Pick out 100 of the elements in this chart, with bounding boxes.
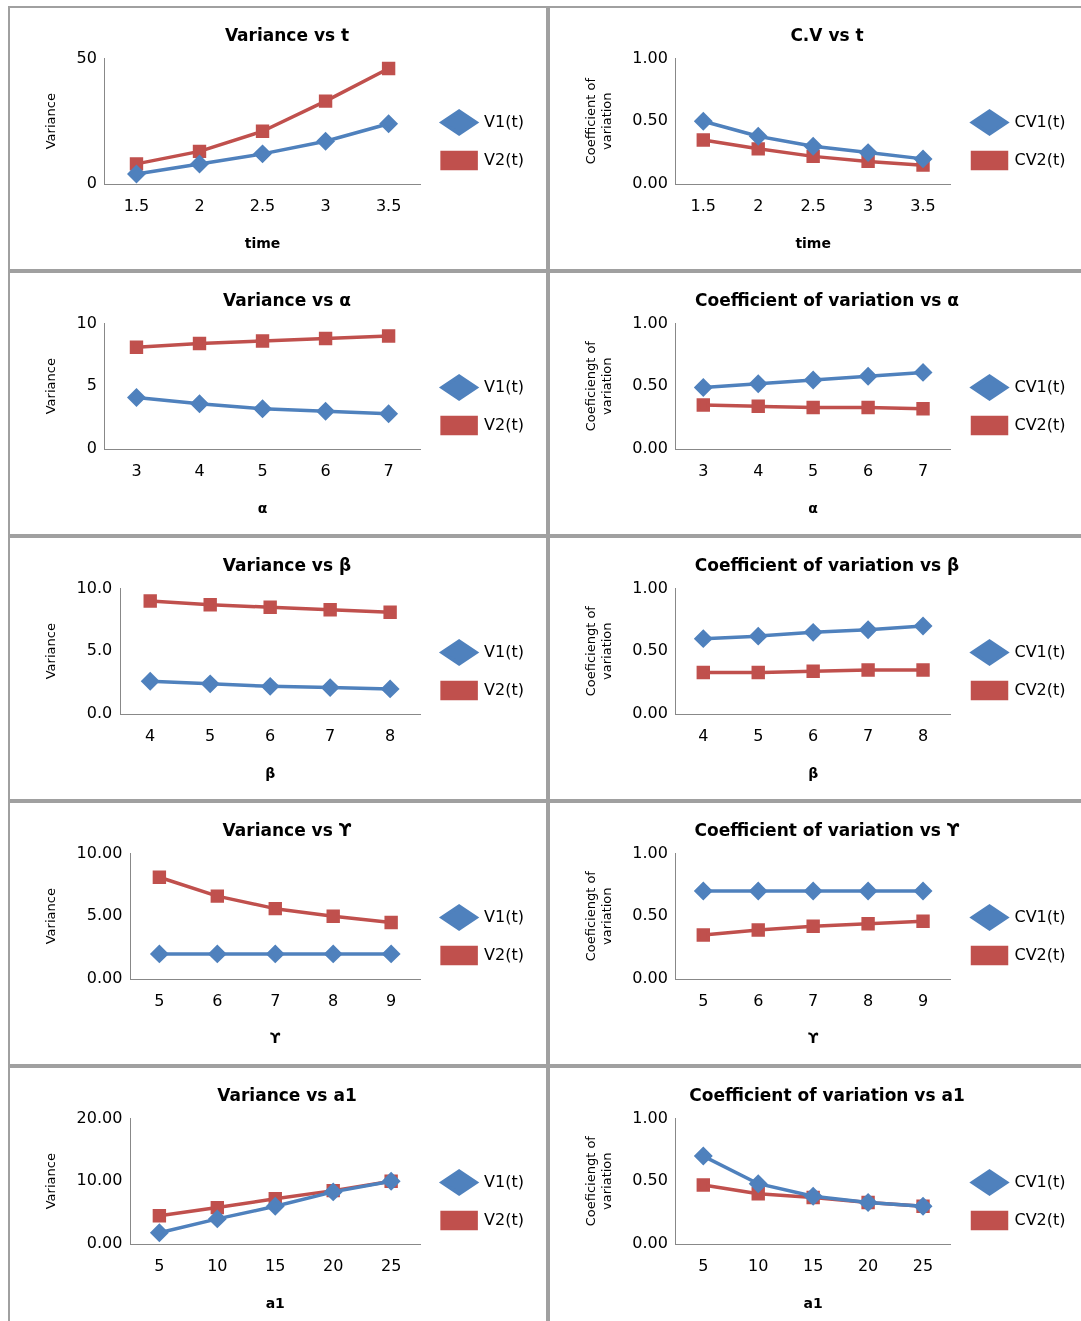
x-tick-label: 7 (270, 990, 281, 1010)
x-tick-label: 7 (863, 725, 874, 745)
legend-label: CV1(t) (1014, 641, 1066, 661)
x-axis-title: β (265, 765, 276, 782)
chart-title: Coefficient of variation vs ϒ (694, 819, 961, 840)
y-tick-label: 0.00 (86, 968, 123, 988)
legend-label: CV2(t) (1014, 149, 1066, 169)
x-tick-label: 5 (698, 1255, 709, 1275)
x-tick-label: 5 (154, 1255, 165, 1275)
x-tick-label: 7 (808, 990, 819, 1010)
legend-label: CV2(t) (1014, 414, 1066, 434)
x-tick-label: 7 (917, 460, 929, 480)
y-tick-label: 1.00 (632, 577, 668, 597)
x-tick-label: 4 (698, 725, 709, 745)
x-tick-label: 7 (325, 725, 336, 745)
x-tick-label: 2 (753, 195, 764, 215)
x-tick-label: 4 (753, 460, 764, 480)
y-axis-title: Coeficiengt of variation (583, 1135, 614, 1227)
y-tick-label: 0.00 (632, 968, 668, 988)
x-axis-title: α (808, 500, 819, 517)
x-axis-title: a1 (265, 1295, 285, 1312)
x-axis-title: time (244, 235, 281, 252)
y-tick-label: 0.0 (86, 703, 113, 723)
y-tick-label: 5.0 (86, 640, 113, 660)
y-tick-label: 10 (76, 312, 97, 332)
x-tick-label: 9 (917, 990, 929, 1010)
legend-label: CV1(t) (1014, 1171, 1066, 1191)
y-tick-label: 10.00 (76, 1170, 123, 1190)
x-axis-title: time (795, 235, 831, 252)
chart-title: Variance vs ϒ (222, 819, 353, 840)
legend-label: V2(t) (484, 414, 525, 434)
y-tick-label: 0 (86, 438, 97, 458)
x-tick-label: 6 (753, 990, 764, 1010)
x-tick-label: 3.5 (375, 195, 402, 215)
legend-label: V1(t) (484, 376, 525, 396)
chart-title: Variance vs β (222, 554, 352, 575)
legend-label: V1(t) (484, 906, 525, 926)
x-tick-label: 5 (205, 725, 216, 745)
y-tick-label: 10.00 (76, 842, 123, 862)
chart-title: Coefficient of variation vs a1 (689, 1084, 965, 1105)
x-tick-label: 10 (748, 1255, 769, 1275)
x-tick-label: 8 (385, 725, 396, 745)
x-tick-label: 20 (323, 1255, 344, 1275)
y-tick-label: 1.00 (632, 47, 668, 67)
x-tick-label: 7 (383, 460, 394, 480)
x-tick-label: 5 (698, 990, 709, 1010)
chart-title: Coefficient of variation vs β (694, 554, 960, 575)
x-tick-label: 5 (753, 725, 764, 745)
x-axis-title: ϒ (807, 1030, 819, 1047)
x-tick-label: 15 (802, 1255, 824, 1275)
x-tick-label: 1.5 (690, 195, 717, 215)
y-axis-title: Variance (43, 358, 59, 415)
x-tick-label: 2 (194, 195, 205, 215)
x-tick-label: 2.5 (249, 195, 276, 215)
x-tick-label: 6 (265, 725, 276, 745)
x-tick-label: 8 (863, 990, 874, 1010)
y-tick-label: 0.50 (632, 1170, 668, 1190)
x-tick-label: 8 (328, 990, 339, 1010)
y-tick-label: 1.00 (632, 842, 668, 862)
x-tick-label: 15 (265, 1255, 286, 1275)
x-axis-title: β (808, 765, 819, 782)
x-tick-label: 3 (131, 460, 142, 480)
x-tick-label: 5 (154, 990, 165, 1010)
x-tick-label: 10 (207, 1255, 228, 1275)
x-tick-label: 3 (320, 195, 331, 215)
legend-label: CV2(t) (1014, 679, 1066, 699)
x-tick-label: 1.5 (123, 195, 150, 215)
x-tick-label: 3.5 (910, 195, 936, 215)
legend-label: V2(t) (484, 149, 525, 169)
y-tick-label: 1.00 (632, 1107, 668, 1127)
y-tick-label: 0.50 (632, 640, 668, 660)
legend-label: V1(t) (484, 1171, 525, 1191)
y-tick-label: 5.00 (86, 905, 123, 925)
x-axis-title: α (257, 500, 268, 517)
x-tick-label: 5 (257, 460, 268, 480)
x-tick-label: 6 (863, 460, 874, 480)
y-axis-title: Coeficiengt of variation (583, 605, 614, 697)
y-tick-label: 0.00 (632, 438, 668, 458)
y-axis-title: Coefficient of variation (583, 77, 614, 165)
y-tick-label: 0.00 (632, 703, 668, 723)
y-axis-title: Variance (43, 1153, 59, 1210)
x-tick-label: 4 (145, 725, 156, 745)
chart-title: Variance vs t (224, 24, 350, 45)
x-tick-label: 3 (698, 460, 709, 480)
x-axis-title: a1 (803, 1295, 823, 1312)
y-tick-label: 5 (86, 375, 97, 395)
y-tick-label: 0.50 (632, 110, 668, 130)
x-axis-title: ϒ (270, 1030, 282, 1047)
x-tick-label: 4 (194, 460, 205, 480)
y-axis-title: Coeficiengt of variation (583, 870, 614, 962)
legend-label: V1(t) (484, 111, 525, 131)
legend-label: CV1(t) (1014, 906, 1066, 926)
legend-label: CV2(t) (1014, 1209, 1066, 1229)
legend-label: V2(t) (484, 679, 525, 699)
x-tick-label: 5 (808, 460, 819, 480)
y-axis-title: Variance (43, 623, 59, 680)
y-tick-label: 20.00 (76, 1107, 123, 1127)
chart-title: Variance vs a1 (217, 1084, 357, 1105)
chart-title: C.V vs t (790, 24, 864, 45)
legend-label: V1(t) (484, 641, 525, 661)
